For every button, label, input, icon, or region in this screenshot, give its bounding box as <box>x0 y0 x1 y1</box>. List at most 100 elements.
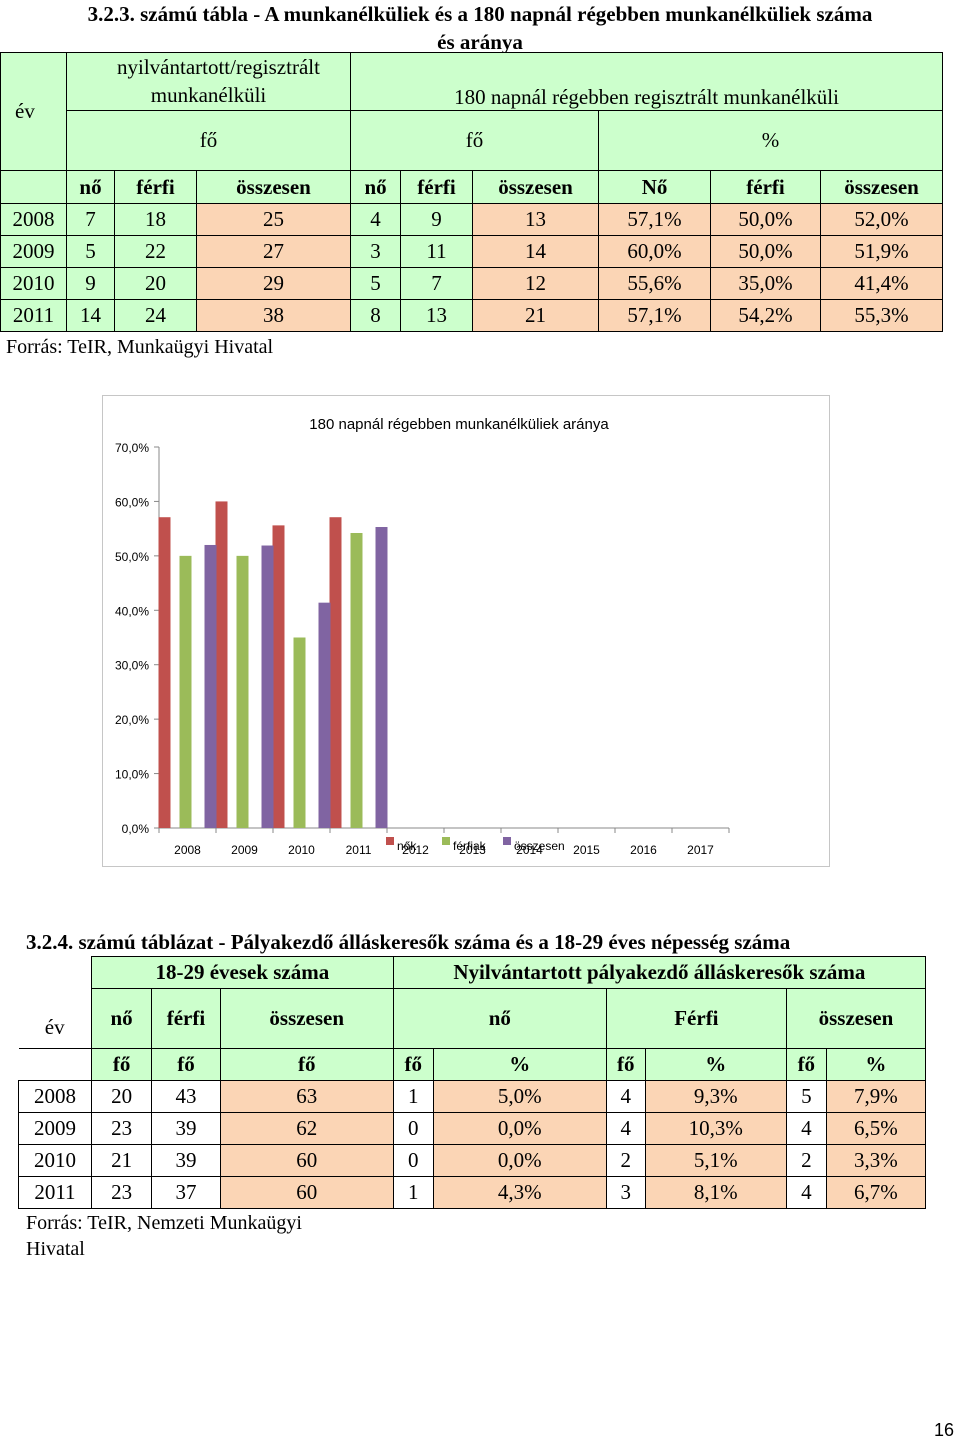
chart-svg: 180 napnál régebben munkanélküliek arány… <box>115 416 730 857</box>
y-tick-label: 70,0% <box>115 441 149 455</box>
table2-title: 3.2.4. számú táblázat - Pályakezdő állás… <box>26 930 791 954</box>
bar-összesen <box>375 527 388 828</box>
table-row: 2010 9 20 29 5 7 12 55,6% 35,0% 41,4% <box>0 267 944 300</box>
table1-col-header: férfi <box>710 170 822 204</box>
table-cell: 4 <box>785 1112 827 1145</box>
table-cell: 21 <box>472 299 600 332</box>
bar-férfiak <box>350 532 363 828</box>
legend-label: férfiak <box>453 839 487 853</box>
table-cell: 6,5% <box>825 1112 927 1145</box>
table-cell: 8,1% <box>644 1176 787 1209</box>
bar-nők <box>215 501 228 828</box>
table1-unit-fo-2: fő <box>350 110 600 171</box>
table-cell: 27 <box>195 235 352 268</box>
table-cell: 52,0% <box>820 203 944 236</box>
table2-header-group1: 18-29 évesek száma <box>90 956 394 989</box>
table2-sub-header: Férfi <box>605 988 787 1049</box>
table-cell: 4 <box>350 203 402 236</box>
x-tick-label: 2012 <box>402 843 429 857</box>
bar-nők <box>158 517 171 828</box>
bar-nők <box>329 517 342 828</box>
table-cell: 39 <box>151 1112 221 1145</box>
bar-összesen <box>261 545 274 828</box>
table-cell: 2008 <box>0 203 67 236</box>
table2-header-ev: év <box>18 956 92 1049</box>
table2-unit: fő <box>90 1048 153 1081</box>
table-cell: 3 <box>350 235 402 268</box>
table2-sub-header: nő <box>90 988 153 1049</box>
table-cell: 21 <box>90 1144 153 1177</box>
legend-swatch <box>503 837 511 845</box>
table1-unit-fo-1: fő <box>65 110 352 171</box>
x-tick-label: 2013 <box>459 843 486 857</box>
table1-header-ev: év <box>0 52 67 171</box>
table-cell: 5 <box>785 1080 827 1113</box>
table-cell: 60 <box>219 1176 394 1209</box>
table1-col-header: férfi <box>400 170 474 204</box>
y-tick-label: 10,0% <box>115 768 149 782</box>
table-cell: 50,0% <box>710 235 822 268</box>
y-tick-label: 50,0% <box>115 550 149 564</box>
x-tick-label: 2010 <box>288 843 315 857</box>
legend-label: nők <box>397 839 417 853</box>
table-cell: 6,7% <box>825 1176 927 1209</box>
table-row: 2009 5 22 27 3 11 14 60,0% 50,0% 51,9% <box>0 235 944 268</box>
table1-unit-pct: % <box>598 110 944 171</box>
table-cell: 60 <box>219 1144 394 1177</box>
table-cell: 63 <box>219 1080 394 1113</box>
table2-source-line1: Forrás: TeIR, Nemzeti Munkaügyi <box>26 1212 302 1234</box>
table1-source: Forrás: TeIR, Munkaügyi Hivatal <box>6 336 274 358</box>
table-cell: 4,3% <box>432 1176 607 1209</box>
table-cell: 22 <box>114 235 197 268</box>
table-cell: 12 <box>472 267 600 300</box>
table2-sub-header: nő <box>392 988 607 1049</box>
table-cell: 18 <box>114 203 197 236</box>
table-cell: 41,4% <box>820 267 944 300</box>
y-tick-label: 30,0% <box>115 659 149 673</box>
bar-nők <box>272 525 285 828</box>
table-cell: 43 <box>151 1080 221 1113</box>
table-cell: 57,1% <box>598 203 712 236</box>
table-cell: 2 <box>785 1144 827 1177</box>
x-tick-label: 2017 <box>687 843 714 857</box>
table-cell: 37 <box>151 1176 221 1209</box>
table2-unit: % <box>432 1048 607 1081</box>
table-cell: 5 <box>350 267 402 300</box>
table-row: 2008 7 18 25 4 9 13 57,1% 50,0% 52,0% <box>0 203 944 236</box>
table-cell: 2009 <box>0 235 67 268</box>
y-tick-label: 20,0% <box>115 713 149 727</box>
table-cell: 62 <box>219 1112 394 1145</box>
table-cell: 8 <box>350 299 402 332</box>
table-row: 2008 20 43 63 1 5,0% 4 9,3% 5 7,9% <box>18 1080 927 1113</box>
table-cell: 7 <box>66 203 115 236</box>
table2-unit: fő <box>219 1048 394 1081</box>
table1-col-header: összesen <box>472 170 600 204</box>
table-cell: 23 <box>90 1112 153 1145</box>
table-cell: 3,3% <box>825 1144 927 1177</box>
bar-összesen <box>204 544 217 828</box>
y-tick-label: 60,0% <box>115 495 149 509</box>
table-cell: 7 <box>400 267 474 300</box>
table-cell: 23 <box>90 1176 153 1209</box>
table1-col-header: nő <box>350 170 402 204</box>
bar-férfiak <box>236 555 249 828</box>
bar-összesen <box>318 602 331 828</box>
table-row: 2011 23 37 60 1 4,3% 3 8,1% 4 6,7% <box>18 1176 927 1209</box>
table-cell: 54,2% <box>710 299 822 332</box>
y-tick-label: 40,0% <box>115 604 149 618</box>
table1-col-header: férfi <box>114 170 197 204</box>
table-cell: 9 <box>66 267 115 300</box>
table-cell: 9 <box>400 203 474 236</box>
table2: év 18-29 évesek száma Nyilvántartott pál… <box>18 956 927 1209</box>
table1-col-header: nő <box>66 170 115 204</box>
table-cell: 2010 <box>0 267 67 300</box>
x-tick-label: 2009 <box>231 843 258 857</box>
table-cell: 51,9% <box>820 235 944 268</box>
table-cell: 5 <box>66 235 115 268</box>
table2-unit: fő <box>605 1048 646 1081</box>
table2-sub-header: férfi <box>151 988 221 1049</box>
table-row: 2009 23 39 62 0 0,0% 4 10,3% 4 6,5% <box>18 1112 927 1145</box>
table-cell: 24 <box>114 299 197 332</box>
page-number: 16 <box>933 1420 954 1440</box>
table-cell: 0 <box>392 1112 434 1145</box>
